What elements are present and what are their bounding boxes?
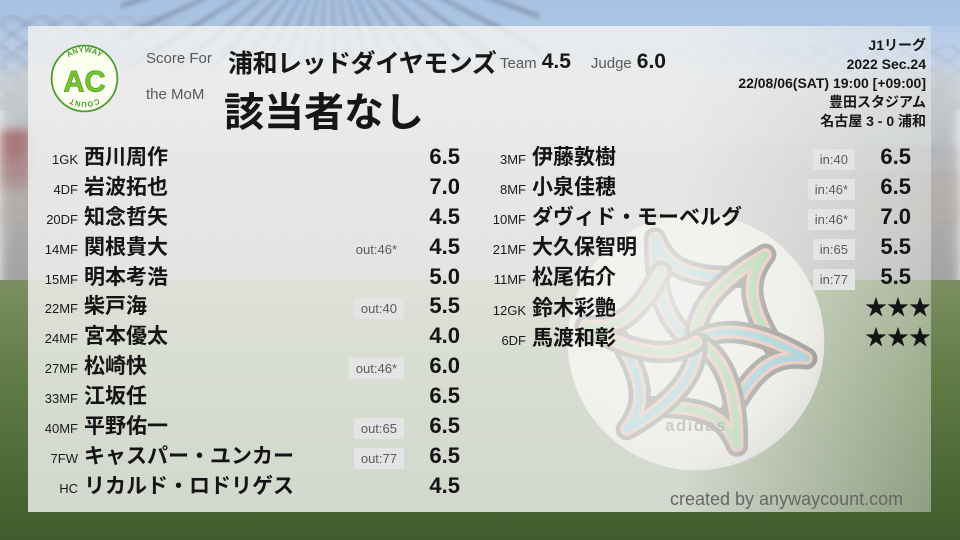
svg-text:AC: AC [63,67,105,99]
